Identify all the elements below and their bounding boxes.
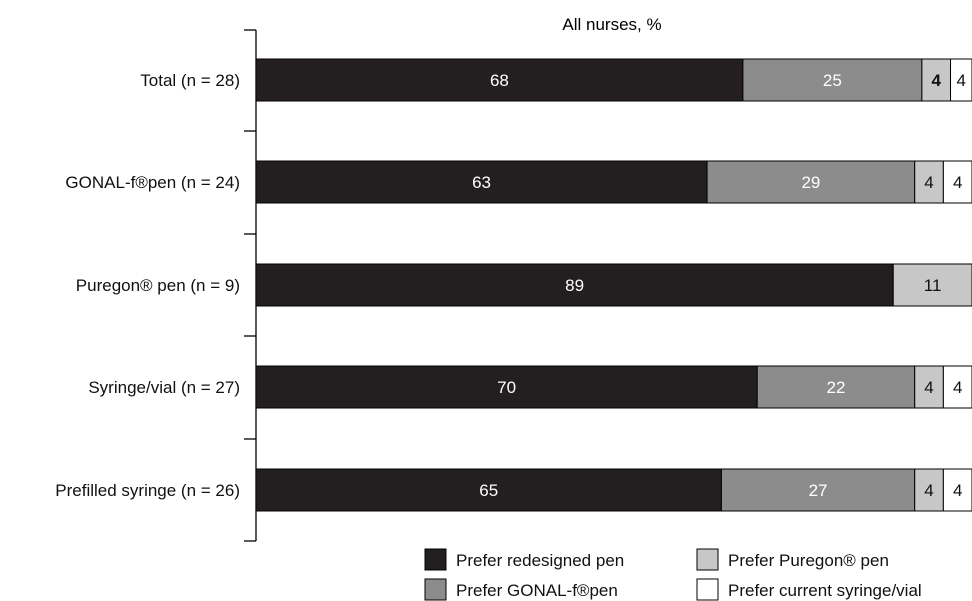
category-label-puregon-pen-n-9: Puregon® pen (n = 9): [76, 276, 240, 295]
data-label-prefer-redesigned-pen-2: 89: [565, 276, 584, 295]
bar-prefer-redesigned-pen-2: [255, 263, 894, 307]
category-labels: Total (n = 28) GONAL-f®pen (n = 24) Purego…: [55, 71, 240, 500]
category-label-syringe-vial-n-27: Syringe/vial (n = 27): [88, 378, 240, 397]
bar-prefer-puregon-pen-0: [921, 58, 952, 102]
data-label-prefer-puregon-pen-2: 11: [924, 276, 942, 295]
legend-swatch-prefer-current-syringe-vial: [696, 578, 719, 601]
data-label-prefer-puregon-pen-1: 4: [924, 173, 933, 192]
legend-label-prefer-gonal-f-pen: Prefer GONAL-f®pen: [456, 581, 618, 600]
legend-swatch-prefer-redesigned-pen: [424, 548, 447, 571]
data-label-prefer-redesigned-pen-1: 63: [472, 173, 491, 192]
bar-prefer-gonal-f-pen-4: [720, 468, 916, 512]
bar-prefer-current-syringe-vial-1: [942, 160, 972, 204]
bar-prefer-puregon-pen-4: [914, 468, 944, 512]
data-label-prefer-redesigned-pen-0: 68: [490, 71, 509, 90]
data-label-prefer-puregon-pen-3: 4: [924, 378, 933, 397]
data-label-prefer-gonal-f-pen-0: 25: [823, 71, 842, 90]
legend-swatch-prefer-puregon-pen: [696, 548, 719, 571]
bar-prefer-gonal-f-pen-3: [756, 365, 916, 409]
bar-prefer-redesigned-pen-3: [255, 365, 758, 409]
data-label-prefer-puregon-pen-4: 4: [924, 481, 933, 500]
data-label-prefer-gonal-f-pen-4: 27: [809, 481, 828, 500]
data-label-prefer-current-syringe-vial-0: 4: [957, 71, 966, 90]
legend-swatch-prefer-gonal-f-pen: [424, 578, 447, 601]
data-label-prefer-puregon-pen-0: 4: [931, 71, 941, 90]
bar-prefer-current-syringe-vial-0: [950, 58, 972, 102]
bar-prefer-current-syringe-vial-4: [942, 468, 972, 512]
bar-prefer-redesigned-pen-0: [255, 58, 744, 102]
data-label-prefer-redesigned-pen-3: 70: [497, 378, 516, 397]
data-label-prefer-gonal-f-pen-3: 22: [826, 378, 845, 397]
legend: Prefer redesigned pen Prefer GONAL-f®pen P…: [424, 548, 922, 601]
data-label-prefer-current-syringe-vial-3: 4: [953, 378, 962, 397]
chart-title: All nurses, %: [562, 15, 661, 34]
data-label-prefer-current-syringe-vial-4: 4: [953, 481, 962, 500]
category-label-gonal-f-pen-n-24: GONAL-f®pen (n = 24): [65, 173, 240, 192]
y-axis: [244, 29, 257, 542]
data-label-prefer-current-syringe-vial-1: 4: [953, 173, 962, 192]
bar-prefer-puregon-pen-2: [892, 263, 972, 307]
bar-prefer-redesigned-pen-4: [255, 468, 722, 512]
bar-prefer-gonal-f-pen-0: [742, 58, 923, 102]
bar-prefer-redesigned-pen-1: [255, 160, 708, 204]
data-label-prefer-gonal-f-pen-1: 29: [801, 173, 820, 192]
legend-label-prefer-puregon-pen: Prefer Puregon® pen: [728, 551, 889, 570]
legend-label-prefer-current-syringe-vial: Prefer current syringe/vial: [728, 581, 922, 600]
category-label-total-n-28: Total (n = 28): [140, 71, 240, 90]
bar-prefer-current-syringe-vial-3: [942, 365, 972, 409]
legend-label-prefer-redesigned-pen: Prefer redesigned pen: [456, 551, 624, 570]
bar-prefer-puregon-pen-3: [914, 365, 944, 409]
data-label-prefer-redesigned-pen-4: 65: [479, 481, 498, 500]
category-label-prefilled-syringe-n-26: Prefilled syringe (n = 26): [55, 481, 240, 500]
